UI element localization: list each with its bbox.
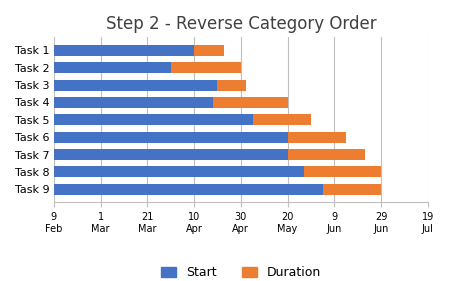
Bar xyxy=(54,114,252,125)
Legend: Start, Duration: Start, Duration xyxy=(156,261,326,281)
Bar xyxy=(213,97,288,108)
Bar xyxy=(304,166,381,178)
Bar xyxy=(323,183,381,195)
Bar xyxy=(54,183,323,195)
Bar xyxy=(54,80,217,91)
Bar xyxy=(288,132,346,143)
Bar xyxy=(288,149,365,160)
Bar xyxy=(217,80,246,91)
Bar xyxy=(54,45,194,56)
Bar xyxy=(54,62,171,73)
Bar xyxy=(54,149,288,160)
Bar xyxy=(171,62,241,73)
Bar xyxy=(54,166,304,178)
Bar xyxy=(54,132,288,143)
Title: Step 2 - Reverse Category Order: Step 2 - Reverse Category Order xyxy=(106,15,376,33)
Bar xyxy=(252,114,311,125)
Bar xyxy=(54,97,213,108)
Bar xyxy=(194,45,224,56)
